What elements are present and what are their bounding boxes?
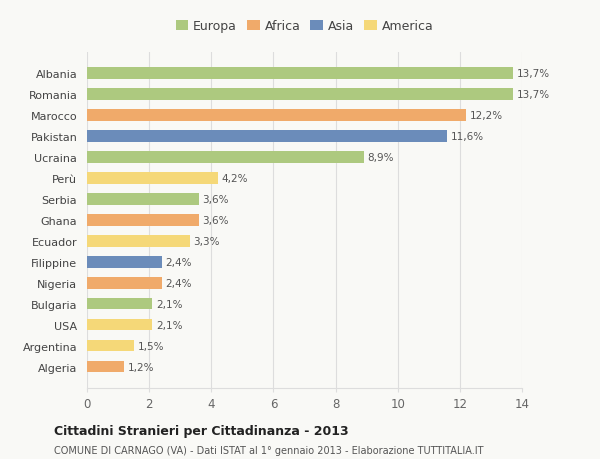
Text: 13,7%: 13,7% — [517, 90, 550, 100]
Text: 13,7%: 13,7% — [517, 69, 550, 79]
Text: 3,3%: 3,3% — [193, 236, 220, 246]
Bar — [87, 89, 512, 101]
Bar — [87, 173, 218, 184]
Text: 1,2%: 1,2% — [128, 362, 155, 372]
Text: 2,1%: 2,1% — [156, 299, 182, 309]
Bar — [87, 131, 448, 142]
Text: 8,9%: 8,9% — [367, 152, 394, 162]
Bar — [87, 152, 364, 163]
Text: 3,6%: 3,6% — [203, 215, 229, 225]
Bar — [87, 194, 199, 205]
Text: 4,2%: 4,2% — [221, 174, 248, 184]
Bar — [87, 361, 124, 373]
Text: COMUNE DI CARNAGO (VA) - Dati ISTAT al 1° gennaio 2013 - Elaborazione TUTTITALIA: COMUNE DI CARNAGO (VA) - Dati ISTAT al 1… — [54, 445, 484, 455]
Bar — [87, 298, 152, 310]
Text: 2,4%: 2,4% — [166, 257, 192, 267]
Bar — [87, 277, 161, 289]
Bar — [87, 110, 466, 121]
Bar — [87, 235, 190, 247]
Text: Cittadini Stranieri per Cittadinanza - 2013: Cittadini Stranieri per Cittadinanza - 2… — [54, 425, 349, 437]
Text: 11,6%: 11,6% — [451, 132, 484, 141]
Bar — [87, 340, 134, 352]
Text: 12,2%: 12,2% — [470, 111, 503, 121]
Bar — [87, 68, 512, 79]
Legend: Europa, Africa, Asia, America: Europa, Africa, Asia, America — [170, 16, 439, 39]
Bar — [87, 257, 161, 268]
Bar — [87, 319, 152, 331]
Text: 3,6%: 3,6% — [203, 195, 229, 204]
Text: 2,4%: 2,4% — [166, 278, 192, 288]
Bar — [87, 214, 199, 226]
Text: 2,1%: 2,1% — [156, 320, 182, 330]
Text: 1,5%: 1,5% — [137, 341, 164, 351]
